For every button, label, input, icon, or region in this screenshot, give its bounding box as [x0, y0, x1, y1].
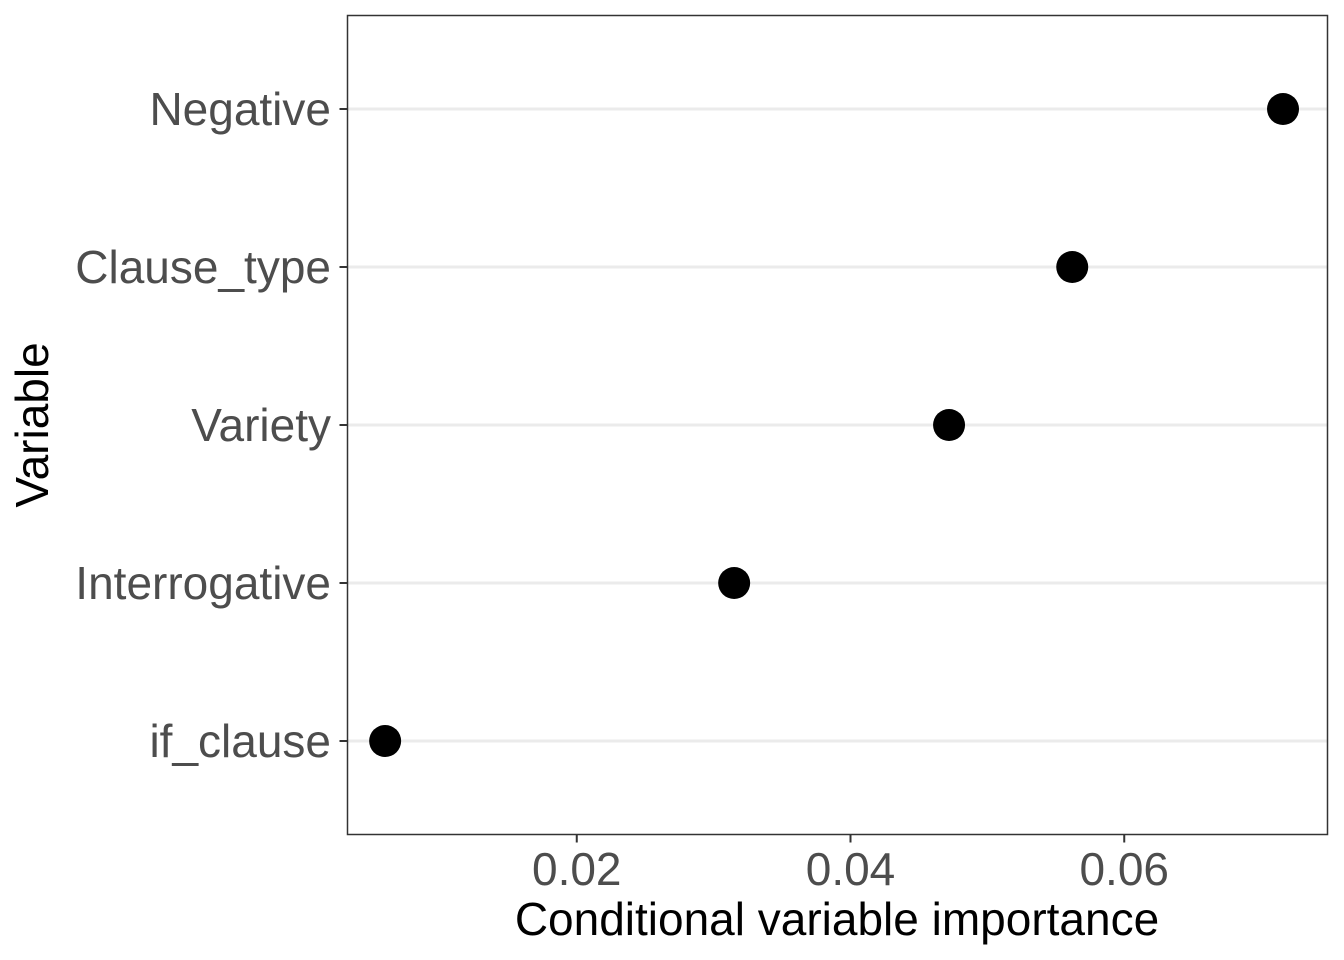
data-point-negative — [1267, 93, 1300, 125]
data-point-variety — [933, 409, 966, 441]
y-axis: Negative Clause_type Variety Interrogative i… — [75, 83, 348, 767]
y-tick-label-clause-type: Clause_type — [75, 241, 331, 293]
data-point-interrogative — [718, 567, 751, 599]
y-tick-label-variety: Variety — [191, 399, 331, 451]
y-tick-label-negative: Negative — [149, 83, 331, 135]
y-tick-label-interrogative: Interrogative — [75, 557, 331, 609]
x-axis: 0.02 0.04 0.06 — [532, 834, 1169, 895]
data-points — [369, 93, 1300, 757]
x-tick-label: 0.02 — [532, 843, 622, 895]
y-axis-title: Variable — [6, 342, 58, 507]
y-tick-label-if-clause: if_clause — [149, 715, 331, 767]
x-tick-label: 0.06 — [1079, 843, 1169, 895]
x-axis-title: Conditional variable importance — [515, 893, 1159, 945]
data-point-if-clause — [369, 725, 402, 757]
x-tick-label: 0.04 — [806, 843, 896, 895]
data-point-clause-type — [1056, 251, 1089, 283]
gridlines — [347, 107, 1328, 743]
